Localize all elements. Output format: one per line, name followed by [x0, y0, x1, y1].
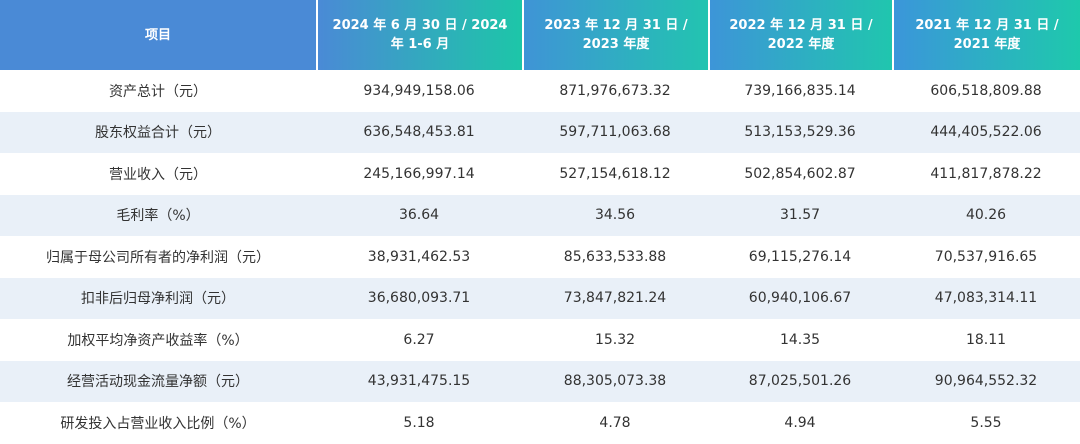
table-cell: 18.11: [892, 319, 1080, 361]
table-cell: 739,166,835.14: [708, 70, 892, 112]
table-cell: 513,153,529.36: [708, 111, 892, 153]
table-cell: 40.26: [892, 194, 1080, 236]
row-label: 归属于母公司所有者的净利润（元）: [0, 236, 316, 278]
table-row: 资产总计（元） 934,949,158.06 871,976,673.32 73…: [0, 70, 1080, 112]
table-row: 扣非后归母净利润（元） 36,680,093.71 73,847,821.24 …: [0, 277, 1080, 319]
table-cell: 636,548,453.81: [316, 111, 522, 153]
header-2022: 2022 年 12 月 31 日 / 2022 年度: [708, 0, 892, 70]
header-row: 项目 2024 年 6 月 30 日 / 2024 年 1-6 月 2023 年…: [0, 0, 1080, 70]
table-cell: 5.55: [892, 402, 1080, 444]
table-cell: 36,680,093.71: [316, 277, 522, 319]
table-cell: 527,154,618.12: [522, 153, 708, 195]
table-cell: 606,518,809.88: [892, 70, 1080, 112]
table-cell: 15.32: [522, 319, 708, 361]
table-row: 毛利率（%） 36.64 34.56 31.57 40.26: [0, 194, 1080, 236]
header-2023: 2023 年 12 月 31 日 / 2023 年度: [522, 0, 708, 70]
row-label: 股东权益合计（元）: [0, 111, 316, 153]
table-cell: 36.64: [316, 194, 522, 236]
header-2024h1: 2024 年 6 月 30 日 / 2024 年 1-6 月: [316, 0, 522, 70]
table-cell: 14.35: [708, 319, 892, 361]
header-2021: 2021 年 12 月 31 日 / 2021 年度: [892, 0, 1080, 70]
row-label: 资产总计（元）: [0, 70, 316, 112]
table-row: 营业收入（元） 245,166,997.14 527,154,618.12 50…: [0, 153, 1080, 195]
table-row: 经营活动现金流量净额（元） 43,931,475.15 88,305,073.3…: [0, 360, 1080, 402]
row-label: 经营活动现金流量净额（元）: [0, 360, 316, 402]
row-label: 营业收入（元）: [0, 153, 316, 195]
table-cell: 85,633,533.88: [522, 236, 708, 278]
table-cell: 70,537,916.65: [892, 236, 1080, 278]
table-row: 研发投入占营业收入比例（%） 5.18 4.78 4.94 5.55: [0, 402, 1080, 444]
table-body: 资产总计（元） 934,949,158.06 871,976,673.32 73…: [0, 70, 1080, 444]
table-cell: 88,305,073.38: [522, 360, 708, 402]
table-cell: 47,083,314.11: [892, 277, 1080, 319]
table-cell: 5.18: [316, 402, 522, 444]
table-cell: 6.27: [316, 319, 522, 361]
table-cell: 38,931,462.53: [316, 236, 522, 278]
table-cell: 4.78: [522, 402, 708, 444]
table-cell: 69,115,276.14: [708, 236, 892, 278]
table-cell: 43,931,475.15: [316, 360, 522, 402]
table-cell: 597,711,063.68: [522, 111, 708, 153]
table-row: 加权平均净资产收益率（%） 6.27 15.32 14.35 18.11: [0, 319, 1080, 361]
row-label: 毛利率（%）: [0, 194, 316, 236]
table-cell: 4.94: [708, 402, 892, 444]
header-item: 项目: [0, 0, 316, 70]
table-cell: 871,976,673.32: [522, 70, 708, 112]
table-header: 项目 2024 年 6 月 30 日 / 2024 年 1-6 月 2023 年…: [0, 0, 1080, 70]
table-row: 股东权益合计（元） 636,548,453.81 597,711,063.68 …: [0, 111, 1080, 153]
row-label: 加权平均净资产收益率（%）: [0, 319, 316, 361]
table-cell: 411,817,878.22: [892, 153, 1080, 195]
table-cell: 87,025,501.26: [708, 360, 892, 402]
table-cell: 245,166,997.14: [316, 153, 522, 195]
table-cell: 73,847,821.24: [522, 277, 708, 319]
table-row: 归属于母公司所有者的净利润（元） 38,931,462.53 85,633,53…: [0, 236, 1080, 278]
table-cell: 90,964,552.32: [892, 360, 1080, 402]
table-cell: 34.56: [522, 194, 708, 236]
table-cell: 31.57: [708, 194, 892, 236]
table-cell: 934,949,158.06: [316, 70, 522, 112]
table-cell: 502,854,602.87: [708, 153, 892, 195]
table-cell: 444,405,522.06: [892, 111, 1080, 153]
row-label: 研发投入占营业收入比例（%）: [0, 402, 316, 444]
row-label: 扣非后归母净利润（元）: [0, 277, 316, 319]
table-cell: 60,940,106.67: [708, 277, 892, 319]
